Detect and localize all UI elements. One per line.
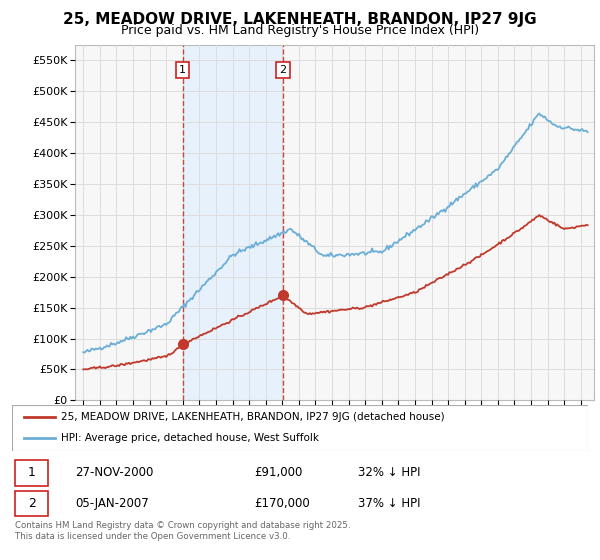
Text: 2: 2	[280, 65, 287, 74]
Text: Contains HM Land Registry data © Crown copyright and database right 2025.
This d: Contains HM Land Registry data © Crown c…	[15, 521, 350, 541]
Text: HPI: Average price, detached house, West Suffolk: HPI: Average price, detached house, West…	[61, 433, 319, 444]
Text: Price paid vs. HM Land Registry's House Price Index (HPI): Price paid vs. HM Land Registry's House …	[121, 24, 479, 36]
Text: £91,000: £91,000	[254, 466, 302, 479]
FancyBboxPatch shape	[12, 405, 588, 451]
Text: 25, MEADOW DRIVE, LAKENHEATH, BRANDON, IP27 9JG: 25, MEADOW DRIVE, LAKENHEATH, BRANDON, I…	[63, 12, 537, 27]
Text: 1: 1	[28, 466, 35, 479]
Text: 27-NOV-2000: 27-NOV-2000	[76, 466, 154, 479]
Text: 37% ↓ HPI: 37% ↓ HPI	[358, 497, 420, 510]
Text: 2: 2	[28, 497, 35, 510]
Text: £170,000: £170,000	[254, 497, 310, 510]
Bar	[183, 45, 283, 400]
FancyBboxPatch shape	[15, 491, 48, 516]
Text: 05-JAN-2007: 05-JAN-2007	[76, 497, 149, 510]
FancyBboxPatch shape	[15, 460, 48, 486]
Text: 25, MEADOW DRIVE, LAKENHEATH, BRANDON, IP27 9JG (detached house): 25, MEADOW DRIVE, LAKENHEATH, BRANDON, I…	[61, 412, 445, 422]
Text: 1: 1	[179, 65, 186, 74]
Text: 32% ↓ HPI: 32% ↓ HPI	[358, 466, 420, 479]
